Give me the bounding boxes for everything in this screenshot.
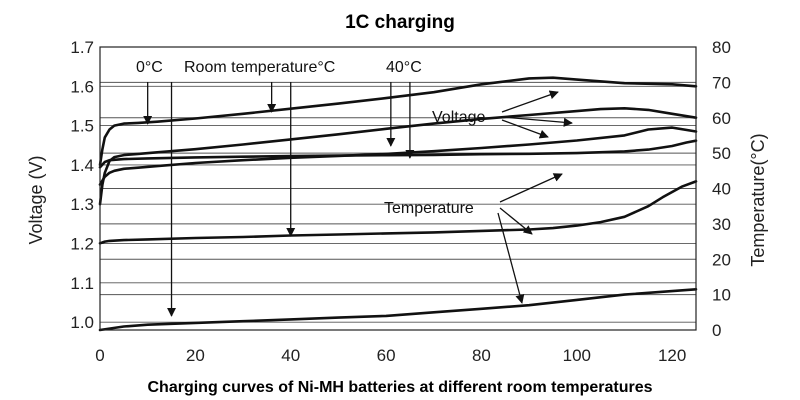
plot-frame — [99, 46, 697, 331]
y-right-tick-label: 40 — [712, 180, 731, 199]
temperature-curve-0-c — [98, 288, 698, 332]
y-right-tick-label: 0 — [712, 321, 721, 340]
temperature-arrow-0c — [497, 212, 525, 304]
label-temperature: Temperature — [384, 200, 474, 217]
temperature-curve-room-temperature-c — [98, 180, 698, 245]
temperature-curve-40-c — [98, 139, 698, 169]
voltage-curve-0-c — [98, 76, 698, 167]
y-left-tick-label: 1.7 — [70, 38, 94, 57]
y-left-tick-label: 1.6 — [70, 77, 94, 96]
label-voltage: Voltage — [432, 109, 485, 126]
y-right-tick-label: 30 — [712, 215, 731, 234]
x-tick-label: 60 — [377, 346, 396, 365]
series-group — [98, 76, 698, 332]
x-tick-label: 0 — [95, 346, 104, 365]
label-40c: 40°C — [386, 59, 422, 76]
y-left-tick-label: 1.1 — [70, 274, 94, 293]
y-right-tick-label: 70 — [712, 73, 731, 92]
label-0c: 0°C — [136, 59, 163, 76]
y-left-tick-label: 1.5 — [70, 117, 94, 136]
y-right-tick-label: 20 — [712, 250, 731, 269]
y-right-label: Temperature(°C) — [748, 133, 768, 266]
voltage-arrow-40c — [501, 119, 549, 139]
grid — [100, 46, 696, 331]
y-left-tick-label: 1.3 — [70, 195, 94, 214]
y-right-tick-label: 80 — [712, 38, 731, 57]
temperature-arrow-room — [499, 207, 533, 235]
y-left-tick-label: 1.4 — [70, 156, 94, 175]
y-left-ticks: 1.0 1.1 1.2 1.3 1.4 1.5 1.6 1.7 — [70, 38, 94, 332]
x-tick-label: 100 — [563, 346, 591, 365]
annotation-arrows — [497, 90, 573, 304]
chart-caption: Charging curves of Ni-MH batteries at di… — [148, 379, 653, 396]
x-tick-label: 40 — [281, 346, 300, 365]
y-right-tick-label: 60 — [712, 109, 731, 128]
y-left-tick-label: 1.2 — [70, 235, 94, 254]
y-left-label: Voltage (V) — [26, 155, 46, 244]
chart-title: 1C charging — [345, 12, 455, 33]
voltage-arrow-room — [501, 116, 573, 127]
x-tick-label: 120 — [658, 346, 686, 365]
x-ticks: 0 20 40 60 80 100 120 — [95, 346, 686, 365]
label-room-temperature: Room temperature°C — [184, 59, 335, 76]
y-right-tick-label: 10 — [712, 286, 731, 305]
x-tick-label: 80 — [472, 346, 491, 365]
y-right-tick-label: 50 — [712, 144, 731, 163]
x-tick-label: 20 — [186, 346, 205, 365]
vertical-markers — [143, 82, 415, 317]
voltage-arrow-0c — [501, 90, 559, 113]
y-left-tick-label: 1.0 — [70, 313, 94, 332]
temperature-arrow-40c — [499, 173, 563, 203]
y-right-ticks: 0 10 20 30 40 50 60 70 80 — [712, 38, 731, 340]
